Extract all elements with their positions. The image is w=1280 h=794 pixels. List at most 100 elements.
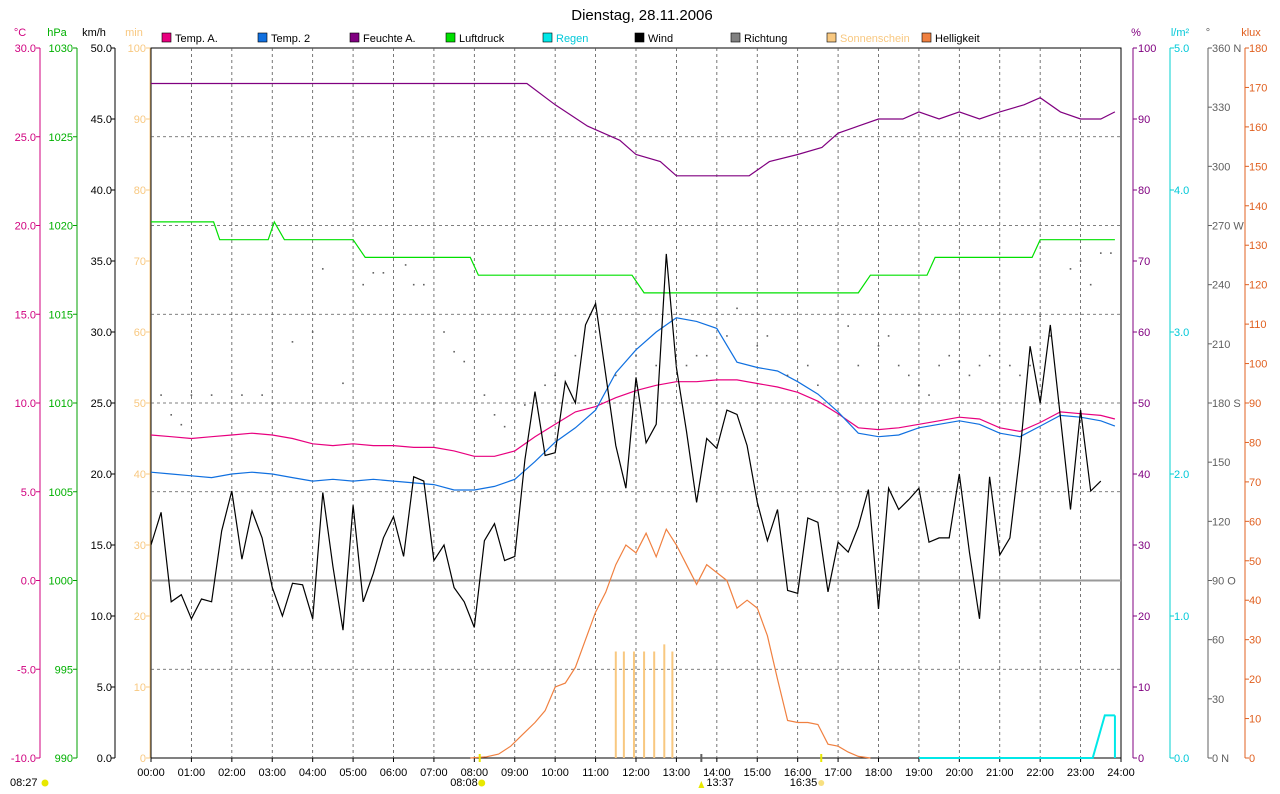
wind-axis-label: 15.0	[91, 540, 112, 552]
wind-axis-label: 45.0	[91, 114, 112, 126]
temp-2-line	[150, 317, 1116, 491]
x-tick-label: 04:00	[299, 767, 327, 779]
brightness-axis-label: 100	[1249, 359, 1267, 371]
humidity-axis-label: 100	[1138, 43, 1156, 55]
legend-label: Temp. A.	[175, 33, 218, 45]
direction-axis-label: 300	[1212, 161, 1230, 173]
direction-point	[453, 350, 455, 353]
direction-point	[463, 360, 466, 363]
temp-a-line	[150, 379, 1116, 457]
sunshine-axis-label: 50	[134, 398, 146, 410]
legend-swatch	[349, 32, 360, 43]
direction-point	[766, 335, 769, 337]
direction-axis-label: 90 O	[1212, 576, 1236, 588]
brightness-axis-label: 110	[1249, 319, 1267, 331]
direction-point	[847, 325, 849, 327]
direction-point	[423, 283, 425, 286]
rain-axis-label: 2.0	[1174, 469, 1189, 481]
x-tick-label: 02:00	[218, 767, 246, 779]
temp-axis-label: 20.0	[15, 221, 36, 233]
humidity-axis-label: 90	[1138, 114, 1150, 126]
x-tick-label: 05:00	[339, 767, 367, 779]
wind-axis-label: 40.0	[91, 185, 112, 197]
humidity-line	[151, 82, 1116, 177]
wind-axis-unit: km/h	[82, 27, 106, 39]
x-tick-label: 00:00	[137, 767, 165, 779]
brightness-axis-label: 170	[1249, 82, 1267, 94]
brightness-axis-label: 180	[1249, 43, 1267, 55]
chart-title: Dienstag, 28.11.2006	[571, 7, 713, 24]
direction-point	[404, 264, 407, 266]
humidity-axis-label: 80	[1138, 185, 1150, 197]
legend-label: Temp. 2	[271, 33, 310, 45]
direction-point	[574, 354, 577, 357]
direction-point	[1029, 364, 1031, 367]
x-tick-label: 07:00	[420, 767, 448, 779]
direction-point	[524, 404, 526, 406]
humidity-axis-label: 70	[1138, 256, 1150, 268]
moonrise-label: 08:27	[10, 777, 38, 789]
pressure-axis-label: 990	[55, 753, 73, 765]
direction-axis-label: 270 W	[1212, 221, 1244, 233]
direction-point	[1069, 268, 1072, 270]
legend-label: Regen	[556, 33, 588, 45]
direction-point	[938, 364, 940, 367]
direction-point	[311, 331, 314, 333]
x-tick-label: 01:00	[178, 767, 206, 779]
direction-point	[614, 374, 617, 377]
sunset-icon	[818, 780, 825, 786]
x-tick-label: 19:00	[905, 767, 933, 779]
direction-point	[443, 331, 445, 333]
rain-axis-label: 4.0	[1174, 185, 1189, 197]
direction-axis-unit: °	[1206, 27, 1210, 39]
x-tick-label: 20:00	[946, 767, 974, 779]
rain-axis-label: 5.0	[1174, 43, 1189, 55]
humidity-axis-label: 30	[1138, 540, 1150, 552]
legend-swatch	[161, 32, 172, 43]
sunshine-axis-label: 20	[134, 611, 146, 623]
wind-axis-label: 50.0	[91, 43, 112, 55]
direction-point	[635, 354, 637, 357]
x-tick-label: 03:00	[258, 767, 286, 779]
direction-point	[948, 354, 951, 357]
x-tick-label: 11:00	[582, 767, 609, 779]
x-tick-label: 24:00	[1107, 767, 1135, 779]
direction-point	[988, 354, 991, 357]
temp-axis-label: 30.0	[15, 43, 36, 55]
noon-icon	[698, 781, 705, 788]
direction-point	[594, 331, 597, 333]
wind-axis-label: 10.0	[91, 611, 112, 623]
rain-axis-label: 0.0	[1174, 753, 1189, 765]
direction-point	[544, 384, 546, 387]
direction-point	[726, 335, 728, 337]
direction-point	[806, 364, 809, 367]
direction-axis-label: 150	[1212, 457, 1230, 469]
grid	[151, 48, 1121, 758]
humidity-axis-label: 10	[1138, 682, 1150, 694]
direction-point	[918, 384, 920, 387]
sunshine-axis-label: 80	[134, 185, 146, 197]
sunshine-axis-label: 60	[134, 327, 146, 339]
legend-swatch	[445, 32, 456, 43]
humidity-axis-label: 60	[1138, 327, 1150, 339]
sunshine-axis-label: 10	[134, 682, 146, 694]
direction-point	[928, 394, 930, 396]
direction-point	[877, 345, 880, 347]
direction-point	[1039, 315, 1041, 318]
x-tick-label: 18:00	[865, 767, 893, 779]
moon-icon	[41, 779, 49, 787]
direction-point	[756, 345, 759, 347]
brightness-axis-label: 40	[1249, 595, 1261, 607]
direction-point	[685, 364, 688, 367]
direction-point	[675, 364, 678, 367]
temp-axis-label: -5.0	[17, 664, 36, 676]
legend-label: Luftdruck	[459, 33, 505, 45]
brightness-line	[470, 527, 871, 759]
humidity-axis-label: 50	[1138, 398, 1150, 410]
brightness-axis-label: 60	[1249, 516, 1261, 528]
legend-swatch	[634, 32, 645, 43]
humidity-axis-label: 20	[1138, 611, 1150, 623]
temp-axis-label: 10.0	[15, 398, 36, 410]
